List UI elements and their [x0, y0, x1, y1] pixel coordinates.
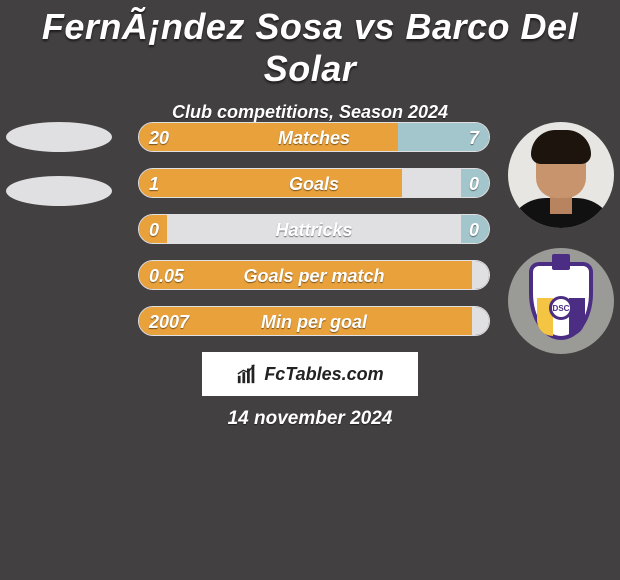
player-photo-right [508, 122, 614, 228]
page-title: FernÃ¡ndez Sosa vs Barco Del Solar [0, 0, 620, 90]
stat-row: 00Hattricks [138, 214, 490, 244]
stat-label: Hattricks [139, 215, 489, 243]
chart-icon [236, 363, 258, 385]
stat-label: Goals [139, 169, 489, 197]
stat-label: Min per goal [139, 307, 489, 335]
left-placeholder-ellipse-2 [6, 176, 112, 206]
stats-bars: 207Matches 10Goals 00Hattricks 0.05Goals pe… [138, 122, 490, 352]
left-avatars [6, 122, 112, 230]
watermark-text: FcTables.com [264, 364, 383, 385]
club-crest-right: DSC [508, 248, 614, 354]
stat-row: 10Goals [138, 168, 490, 198]
stat-row: 207Matches [138, 122, 490, 152]
comparison-infographic: FernÃ¡ndez Sosa vs Barco Del Solar Club … [0, 0, 620, 580]
date-text: 14 november 2024 [0, 408, 620, 430]
stat-row: 0.05Goals per match [138, 260, 490, 290]
watermark: FcTables.com [202, 352, 418, 396]
right-avatars: DSC [508, 122, 614, 374]
stat-label: Goals per match [139, 261, 489, 289]
stat-label: Matches [139, 123, 489, 151]
left-placeholder-ellipse-1 [6, 122, 112, 152]
stat-row: 2007Min per goal [138, 306, 490, 336]
page-subtitle: Club competitions, Season 2024 [0, 102, 620, 123]
